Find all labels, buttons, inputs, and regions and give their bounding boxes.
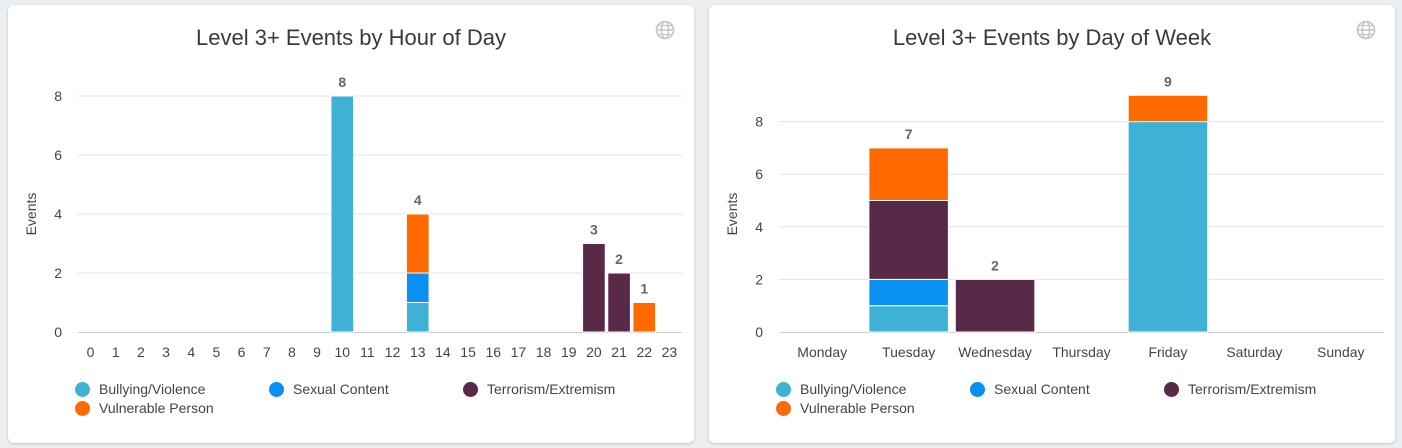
x-tick-label: 14 xyxy=(435,344,451,360)
legend-swatch xyxy=(75,400,90,416)
bar-total-label: 3 xyxy=(590,222,598,238)
legend-item[interactable]: Vulnerable Person xyxy=(75,400,214,416)
x-tick-label: 11 xyxy=(360,344,375,360)
y-tick-label: 4 xyxy=(54,206,62,222)
y-tick-label: 6 xyxy=(54,147,62,163)
legend-item[interactable]: Sexual Content xyxy=(970,381,1090,397)
bar-segment xyxy=(868,147,949,201)
x-tick-label: 9 xyxy=(313,344,321,360)
bar-segment xyxy=(954,278,1036,333)
y-tick-label: 6 xyxy=(755,166,763,182)
legend-swatch xyxy=(269,381,284,397)
legend-item[interactable]: Terrorism/Extremism xyxy=(1164,381,1316,397)
x-tick-label: Wednesday xyxy=(958,344,1032,360)
legend-label: Sexual Content xyxy=(994,381,1090,397)
x-tick-label: 3 xyxy=(162,344,170,360)
bar-segment xyxy=(868,305,949,333)
x-tick-label: Saturday xyxy=(1226,344,1282,360)
x-tick-label: 7 xyxy=(263,344,271,360)
legend-label: Terrorism/Extremism xyxy=(487,381,616,397)
x-tick-label: Tuesday xyxy=(882,344,935,360)
bar-segment xyxy=(868,278,949,307)
x-tick-label: 12 xyxy=(385,344,401,360)
x-tick-label: 22 xyxy=(636,344,652,360)
x-tick-label: 23 xyxy=(662,344,678,360)
bar-segment xyxy=(405,272,430,303)
y-tick-label: 8 xyxy=(755,114,763,130)
legend-swatch xyxy=(463,381,478,397)
bar-total-label: 1 xyxy=(640,281,648,297)
bar-segment xyxy=(1127,121,1209,333)
x-tick-label: 10 xyxy=(334,344,350,360)
legend-item[interactable]: Bullying/Violence xyxy=(75,381,205,397)
x-tick-label: Monday xyxy=(797,344,847,360)
bar-total-label: 8 xyxy=(338,74,346,90)
x-tick-label: 8 xyxy=(288,344,296,360)
x-tick-label: 20 xyxy=(586,344,602,360)
legend-swatch xyxy=(1164,381,1179,397)
x-tick-label: 6 xyxy=(238,344,246,360)
bar-total-label: 2 xyxy=(615,251,623,267)
x-tick-label: 16 xyxy=(485,344,501,360)
legend-swatch xyxy=(75,381,90,397)
legend-label: Bullying/Violence xyxy=(99,381,206,397)
y-tick-label: 4 xyxy=(755,219,763,235)
x-tick-label: Thursday xyxy=(1052,344,1110,360)
bar-total-label: 7 xyxy=(905,126,913,142)
x-tick-label: 13 xyxy=(410,344,426,360)
legend-label: Sexual Content xyxy=(293,381,389,397)
bar-total-label: 9 xyxy=(1164,73,1172,89)
y-tick-label: 2 xyxy=(755,271,763,287)
y-axis-title: Events xyxy=(23,193,39,236)
x-tick-label: 17 xyxy=(511,344,527,360)
legend-swatch xyxy=(776,400,791,416)
y-tick-label: 8 xyxy=(54,88,62,104)
legend-item[interactable]: Vulnerable Person xyxy=(776,400,915,416)
legend-swatch xyxy=(970,381,985,397)
bar-segment xyxy=(405,213,430,274)
legend-label: Bullying/Violence xyxy=(800,381,907,397)
bar-segment xyxy=(632,302,657,333)
chart-title: Level 3+ Events by Day of Week xyxy=(892,25,1212,50)
globe-icon[interactable] xyxy=(654,19,676,41)
y-tick-label: 2 xyxy=(54,265,62,281)
bar-segment xyxy=(607,272,631,333)
bar-total-label: 4 xyxy=(414,192,422,208)
bar-segment xyxy=(868,200,949,280)
legend-label: Terrorism/Extremism xyxy=(1188,381,1317,397)
x-tick-label: 0 xyxy=(87,344,95,360)
y-tick-label: 0 xyxy=(54,324,62,340)
chart-plot: 0 2 4 6 8 Events Monday 7 Tuesday 2 Wednesday Thurs… xyxy=(724,73,1384,360)
legend-item[interactable]: Terrorism/Extremism xyxy=(463,381,615,397)
x-tick-label: 21 xyxy=(611,344,627,360)
x-tick-label: 18 xyxy=(536,344,552,360)
x-tick-label: 1 xyxy=(112,344,120,360)
bar-total-label: 2 xyxy=(991,257,999,273)
x-tick-label: 19 xyxy=(561,344,577,360)
legend-swatch xyxy=(776,381,791,397)
legend-item[interactable]: Bullying/Violence xyxy=(776,381,906,397)
bar-segment xyxy=(405,302,430,333)
legend-label: Vulnerable Person xyxy=(99,400,214,416)
x-tick-label: Sunday xyxy=(1317,344,1364,360)
chart-card-day-of-week: Level 3+ Events by Day of Week 0 2 4 6 8 Even… xyxy=(709,5,1395,443)
x-tick-label: 15 xyxy=(460,344,476,360)
y-axis-title: Events xyxy=(724,193,740,236)
legend-item[interactable]: Sexual Content xyxy=(269,381,389,397)
chart-card-hour-of-day: Level 3+ Events by Hour of Day 0 2 4 6 8 Even… xyxy=(8,5,694,443)
bar-segment xyxy=(1127,94,1209,123)
x-tick-label: 2 xyxy=(137,344,145,360)
legend-label: Vulnerable Person xyxy=(800,400,915,416)
x-tick-label: 4 xyxy=(187,344,195,360)
x-tick-label: Friday xyxy=(1148,344,1187,360)
bar-segment xyxy=(582,243,606,333)
bar-segment xyxy=(330,95,355,333)
chart-title: Level 3+ Events by Hour of Day xyxy=(196,25,506,50)
x-tick-label: 5 xyxy=(213,344,221,360)
globe-icon[interactable] xyxy=(1355,19,1377,41)
y-tick-label: 0 xyxy=(755,324,763,340)
